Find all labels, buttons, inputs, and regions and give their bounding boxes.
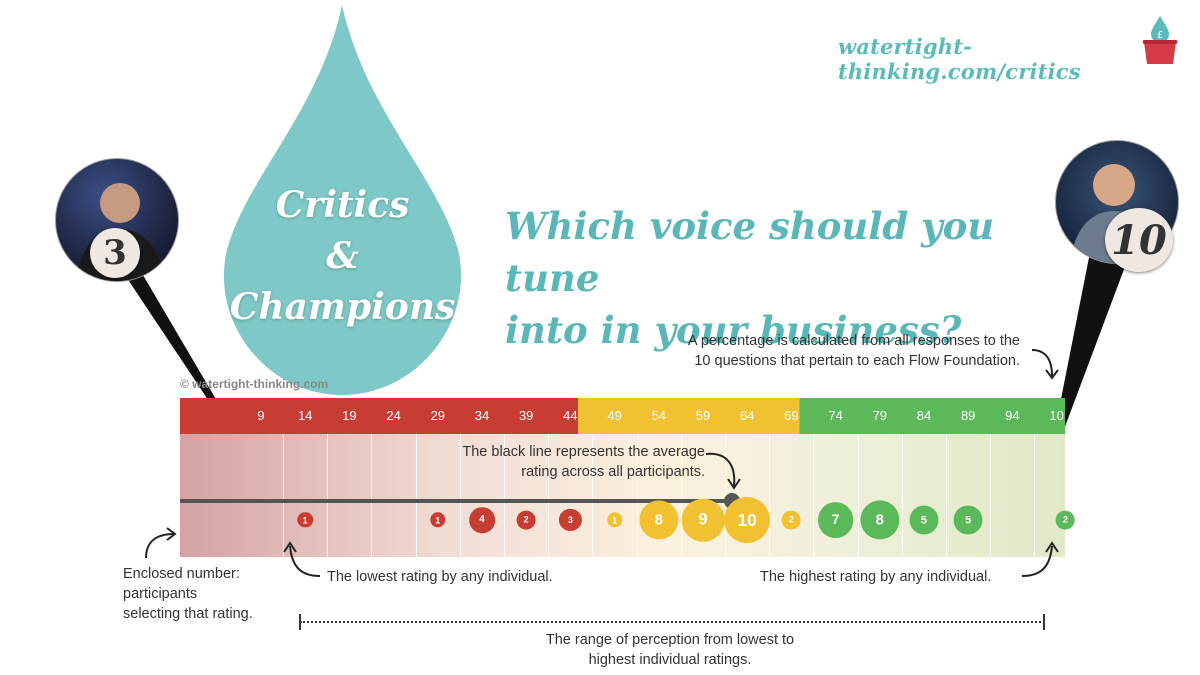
scale-gridline xyxy=(283,434,284,557)
scale-tick-label: 74 xyxy=(828,408,843,423)
rating-bubble: 2 xyxy=(781,510,801,530)
scale-gridline xyxy=(813,434,815,557)
scale-tick-label: 9 xyxy=(257,408,265,423)
scale-tick-label: 49 xyxy=(607,408,622,423)
scale-gridline xyxy=(769,434,771,557)
enclosed-note-line-3: selecting that rating. xyxy=(123,606,253,622)
curved-arrow-icon xyxy=(1031,349,1059,380)
scale-gridline xyxy=(901,434,903,557)
scale-gridline xyxy=(371,434,373,557)
rating-bubble: 10 xyxy=(724,497,771,543)
drop-line-1: Critics xyxy=(275,184,410,226)
rating-bubble: 2 xyxy=(1056,510,1075,530)
curved-arrow-icon xyxy=(1021,541,1059,577)
scale-tick-label: 54 xyxy=(651,408,667,423)
scale-tick-label: 59 xyxy=(695,408,711,423)
rating-bubble: 4 xyxy=(469,507,495,533)
headline: Which voice should you tune into in your… xyxy=(505,200,1045,356)
scale-gridline xyxy=(990,434,992,557)
rating-bubble: 3 xyxy=(559,508,582,532)
water-drop-graphic xyxy=(223,5,462,395)
highest-rating-note: The highest rating by any individual. xyxy=(760,569,992,585)
rating-bubble: 1 xyxy=(430,512,446,528)
scale-tick-label: 24 xyxy=(386,408,401,423)
scale-tick-label: 10 xyxy=(1049,408,1064,423)
rating-bubble: 1 xyxy=(297,512,313,528)
enclosed-note-line-1: Enclosed number: xyxy=(123,566,240,582)
enclosed-number-note: Enclosed number: participants selecting … xyxy=(123,564,253,624)
average-note-line-1: The black line represents the average xyxy=(462,444,705,460)
scale-tick-label: 14 xyxy=(297,408,313,423)
copyright-text: © watertight-thinking.com xyxy=(180,377,329,391)
scale-tick-label: 19 xyxy=(342,408,357,423)
range-note: The range of perception from lowest to h… xyxy=(460,630,880,670)
rating-bubble: 5 xyxy=(909,505,939,535)
scale-header: 9 14 19 24 29 34 39 44 49 54 59 64 69 74 79 84 89 94 10 xyxy=(180,398,1065,434)
scale-gridline xyxy=(592,434,594,557)
scale-tick-label: 34 xyxy=(474,408,490,423)
scale-gridline xyxy=(1034,434,1036,557)
scale-tick-label: 84 xyxy=(916,408,932,423)
scale-gridline xyxy=(504,434,505,557)
rating-bubble: 8 xyxy=(639,500,679,540)
headline-line-1: Which voice should you tune xyxy=(505,204,995,300)
range-note-line-1: The range of perception from lowest to xyxy=(545,632,795,648)
rating-bubble: 9 xyxy=(681,498,725,542)
critic-score-badge: 3 xyxy=(90,228,140,278)
scale-tick-label: 29 xyxy=(430,408,446,423)
scale-tick-label: 39 xyxy=(518,408,534,423)
range-line xyxy=(300,621,1045,623)
percentage-note: A percentage is calculated from all resp… xyxy=(655,331,1020,371)
scale-tick-label: 79 xyxy=(872,408,888,423)
scale-gridline xyxy=(327,434,329,557)
champion-score-badge: 10 xyxy=(1105,208,1173,272)
range-cap-right xyxy=(1043,614,1045,630)
curved-arrow-icon xyxy=(283,541,321,577)
scale-gridline xyxy=(680,434,682,557)
average-note: The black line represents the average ra… xyxy=(440,442,705,482)
scale-tick-label: 64 xyxy=(739,408,755,423)
lowest-rating-note: The lowest rating by any individual. xyxy=(327,569,553,585)
bucket-icon: £ xyxy=(1143,16,1177,64)
rating-bubble: 2 xyxy=(516,510,536,530)
rating-bubble: 8 xyxy=(860,500,900,540)
scale-gridline xyxy=(857,434,859,557)
curved-arrow-icon xyxy=(145,527,177,559)
scale-gridline xyxy=(946,434,947,557)
scale-tick-label: 94 xyxy=(1005,408,1020,423)
scale-tick-label: 69 xyxy=(784,408,799,423)
svg-text:£: £ xyxy=(1157,30,1163,41)
range-cap-left xyxy=(299,614,301,630)
site-url[interactable]: watertight-thinking.com/critics xyxy=(838,34,1081,84)
rating-bubble: 1 xyxy=(606,512,623,528)
average-line xyxy=(180,499,736,503)
drop-title: Critics & Champions xyxy=(215,180,470,333)
scale-gridline xyxy=(459,434,461,557)
scale-gridline xyxy=(636,434,638,557)
percentage-note-line-1: A percentage is calculated from all resp… xyxy=(687,333,1020,349)
scale-tick-label: 89 xyxy=(960,408,976,423)
scale-body xyxy=(180,434,1065,557)
average-note-line-2: rating across all participants. xyxy=(521,464,705,480)
range-note-line-2: highest individual ratings. xyxy=(588,652,752,668)
scale-tick-label: 44 xyxy=(563,408,578,423)
drop-line-2: & xyxy=(326,235,359,277)
scale-gridline xyxy=(548,434,550,557)
curved-arrow-icon xyxy=(705,452,741,490)
headline-line-2: into in your business? xyxy=(505,308,962,352)
percentage-note-line-2: 10 questions that pertain to each Flow F… xyxy=(694,353,1020,369)
scale-gridline xyxy=(415,434,417,557)
rating-bubble: 7 xyxy=(817,502,854,538)
rating-bubble: 5 xyxy=(953,505,983,535)
enclosed-note-line-2: participants xyxy=(123,586,198,602)
drop-line-3: Champions xyxy=(229,286,456,328)
